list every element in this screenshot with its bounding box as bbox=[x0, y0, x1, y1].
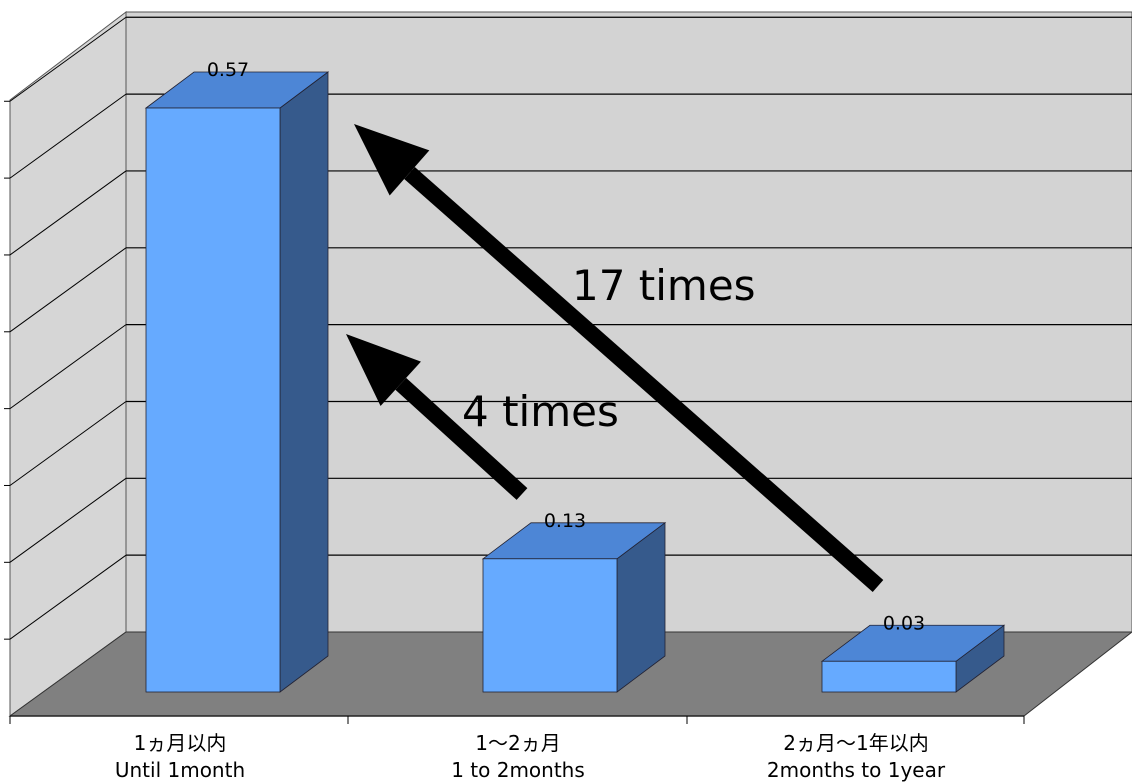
arrow-shaft bbox=[404, 166, 884, 593]
bars bbox=[144, 71, 1006, 693]
category-label-en: 2months to 1year bbox=[767, 758, 946, 782]
bar-side bbox=[279, 71, 329, 693]
gridline-left bbox=[9, 247, 127, 333]
annotation-arrow bbox=[346, 334, 528, 500]
category-label-ja: 2ヵ月〜1年以内 bbox=[783, 731, 928, 755]
annotation-arrow bbox=[354, 124, 884, 593]
gridline-left bbox=[9, 554, 127, 640]
annotation-label: 17 times bbox=[572, 261, 756, 310]
bar-front bbox=[482, 558, 618, 693]
category-labels: 1ヵ月以内 Until 1month 1〜2ヵ月 1 to 2months 2ヵ月〜1年… bbox=[115, 731, 946, 782]
gridline-left bbox=[9, 477, 127, 563]
bar bbox=[820, 624, 1006, 693]
annotation-label: 4 times bbox=[462, 387, 619, 436]
bar bbox=[481, 522, 667, 693]
category-label-en: Until 1month bbox=[115, 758, 245, 782]
value-label: 0.03 bbox=[883, 612, 925, 634]
value-label: 0.13 bbox=[544, 510, 586, 532]
value-label: 0.57 bbox=[207, 59, 249, 81]
gridline-left bbox=[9, 324, 127, 410]
arrow-head bbox=[346, 334, 421, 406]
gridline-left bbox=[9, 170, 127, 256]
gridline-left bbox=[9, 16, 127, 102]
category-ticks bbox=[9, 716, 1025, 724]
category-label-ja: 1〜2ヵ月 bbox=[475, 731, 560, 755]
gridline-left bbox=[9, 401, 127, 486]
gridline-left bbox=[9, 93, 127, 179]
category-label-en: 1 to 2months bbox=[451, 758, 585, 782]
bar bbox=[144, 71, 330, 693]
left-wall bbox=[9, 10, 127, 717]
value-labels: 0.57 0.13 0.03 bbox=[207, 59, 925, 634]
arrow-shaft bbox=[395, 377, 528, 500]
bar-front bbox=[821, 660, 957, 693]
bar-front bbox=[145, 107, 281, 693]
annotations: 4 times 17 times bbox=[346, 124, 884, 593]
arrow-head bbox=[354, 124, 430, 196]
category-label-ja: 1ヵ月以内 bbox=[134, 731, 227, 755]
